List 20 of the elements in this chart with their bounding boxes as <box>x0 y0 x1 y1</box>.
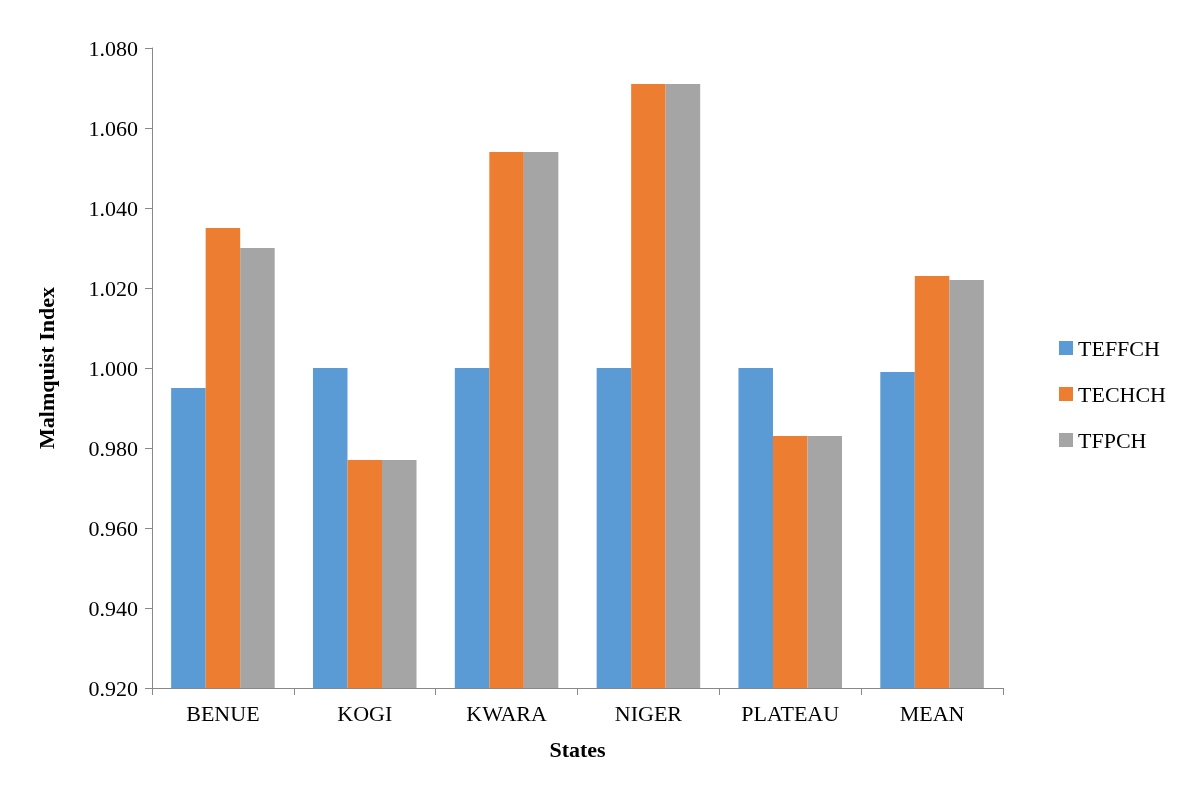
y-tick-label: 1.080 <box>88 35 138 61</box>
y-tick-label: 0.940 <box>88 595 138 621</box>
legend-label: TEFFCH <box>1078 335 1161 361</box>
y-tick-label: 0.960 <box>88 515 138 541</box>
legend-label: TECHCH <box>1078 381 1167 407</box>
y-tick-label: 1.040 <box>88 195 138 221</box>
x-tick-label: KWARA <box>466 700 548 726</box>
legend-label: TFPCH <box>1078 427 1147 453</box>
y-tick-label: 1.060 <box>88 115 138 141</box>
x-axis-title: States <box>549 736 607 762</box>
x-tick-label: KOGI <box>337 700 393 726</box>
x-tick-label: NIGER <box>614 700 683 726</box>
x-tick-label: BENUE <box>186 700 260 726</box>
y-tick-label: 0.980 <box>88 435 138 461</box>
y-tick-label: 1.020 <box>88 275 138 301</box>
x-tick-label: PLATEAU <box>741 700 840 726</box>
x-tick-label: MEAN <box>899 700 965 726</box>
y-tick-label: 1.000 <box>88 355 138 381</box>
y-tick-label: 0.920 <box>88 675 138 701</box>
y-axis-title: Malmquist Index <box>33 287 59 449</box>
